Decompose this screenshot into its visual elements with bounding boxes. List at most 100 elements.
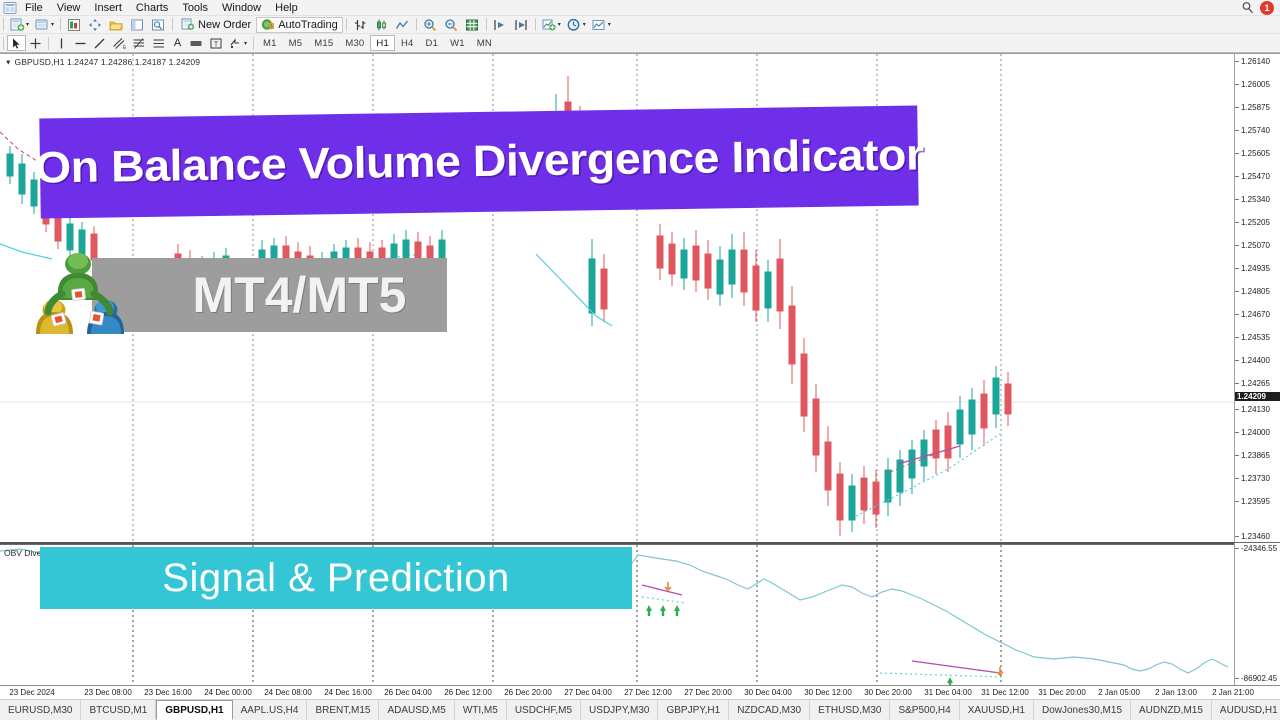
svg-text:E: E — [123, 45, 126, 50]
tab-usdjpy-m30[interactable]: USDJPY,M30 — [581, 700, 659, 720]
menu-file[interactable]: File — [25, 1, 43, 14]
zoom-out-button[interactable] — [441, 17, 462, 33]
menu-tools[interactable]: Tools — [182, 1, 208, 14]
terminal-panel-button[interactable] — [127, 17, 148, 33]
templates-button[interactable]: ▾ — [589, 17, 614, 33]
tab-btcusd-m1[interactable]: BTCUSD,M1 — [81, 700, 157, 720]
fibonacci-expansion-icon — [153, 39, 164, 47]
tab-usdchf-m5[interactable]: USDCHF,M5 — [507, 700, 582, 720]
vertical-line-tool[interactable] — [52, 35, 71, 51]
zoom-in-button[interactable] — [420, 17, 441, 33]
data-window-button[interactable] — [85, 17, 106, 33]
timeframe-h4[interactable]: H4 — [400, 37, 414, 49]
tab-eurusd-m30[interactable]: EURUSD,M30 — [0, 700, 82, 720]
chevron-down-icon[interactable]: ▾ — [582, 22, 586, 28]
crosshair-icon — [30, 38, 41, 48]
price-tick: 1.25470 — [1235, 172, 1280, 181]
periods-button[interactable]: ▾ — [564, 17, 589, 33]
timeframe-m15[interactable]: M15 — [314, 37, 334, 49]
chart-grid-button[interactable] — [462, 17, 483, 33]
fibonacci-retracement-tool[interactable] — [129, 35, 149, 51]
toolbar-separator — [60, 18, 62, 31]
menu-help[interactable]: Help — [275, 1, 298, 14]
navigator-button[interactable] — [106, 17, 127, 33]
search-icon[interactable] — [1241, 1, 1254, 14]
price-tick: 1.24000 — [1235, 428, 1280, 437]
timeframe-m5[interactable]: M5 — [288, 37, 303, 49]
arrows-tool[interactable]: ▾ — [226, 35, 250, 51]
tab-aapl-us-h4[interactable]: AAPL.US,H4 — [233, 700, 308, 720]
tab-audusd-h1[interactable]: AUDUSD,H1 — [1212, 700, 1280, 720]
signal-banner: Signal & Prediction — [40, 547, 632, 609]
text-label-tool[interactable]: T — [206, 35, 226, 51]
crosshair-tool[interactable] — [26, 35, 45, 51]
fibonacci-icon — [133, 37, 144, 49]
price-tick: 1.26140 — [1235, 57, 1280, 66]
time-tick: 31 Dec 20:00 — [1038, 688, 1086, 697]
indicators-button[interactable]: ▾ — [539, 17, 564, 33]
chevron-down-icon[interactable]: ▾ — [51, 22, 55, 28]
price-tick: 1.24400 — [1235, 356, 1280, 365]
timeframe-m30[interactable]: M30 — [345, 37, 365, 49]
text-label-icon: T — [210, 38, 222, 48]
time-tick: 2 Jan 05:00 — [1098, 688, 1140, 697]
menu-window[interactable]: Window — [222, 1, 262, 14]
tab-brent-m15[interactable]: BRENT,M15 — [307, 700, 380, 720]
time-axis: 23 Dec 2024 23 Dec 08:00 23 Dec 16:00 24… — [0, 685, 1280, 699]
timeframe-m1[interactable]: M1 — [263, 37, 277, 49]
tab-dowjones30-m15[interactable]: DowJones30,M15 — [1034, 700, 1132, 720]
menu-insert[interactable]: Insert — [94, 1, 122, 14]
chart-tabs: EURUSD,M30 BTCUSD,M1 GBPUSD,H1 AAPL.US,H… — [0, 699, 1280, 720]
line-chart-button[interactable] — [392, 17, 413, 33]
collapse-triangle-icon[interactable]: ▼ — [4, 58, 12, 66]
toolbar-separator — [172, 18, 174, 31]
market-watch-button[interactable] — [64, 17, 85, 33]
tab-ethusd-m30[interactable]: ETHUSD,M30 — [810, 700, 891, 720]
price-axis[interactable]: 1.26140 1.26005 1.25875 1.25740 1.25605 … — [1234, 54, 1280, 686]
tab-audnzd-m15[interactable]: AUDNZD,M15 — [1131, 700, 1212, 720]
tab-adausd-m5[interactable]: ADAUSD,M5 — [379, 700, 455, 720]
menu-view[interactable]: View — [56, 1, 81, 14]
toolbar-separator — [415, 18, 417, 31]
bar-chart-button[interactable] — [350, 17, 371, 33]
pane-divider[interactable] — [0, 542, 1234, 544]
profiles-button[interactable]: ▾ — [32, 17, 57, 33]
autotrading-button[interactable]: $ AutoTrading — [256, 16, 343, 33]
svg-text:$: $ — [270, 24, 273, 29]
new-order-button[interactable]: New Order — [176, 17, 256, 33]
tab-sp500-h4[interactable]: S&P500,H4 — [890, 700, 960, 720]
cursor-tool[interactable] — [7, 35, 26, 51]
menu-charts[interactable]: Charts — [135, 1, 169, 14]
label-box-icon — [190, 40, 202, 46]
price-tick: 1.23865 — [1235, 451, 1280, 460]
fibonacci-expansion-tool[interactable] — [149, 35, 169, 51]
chevron-down-icon[interactable]: ▾ — [244, 40, 248, 47]
strategy-tester-button[interactable] — [148, 17, 169, 33]
price-tick: 1.23730 — [1235, 474, 1280, 483]
timeframe-d1[interactable]: D1 — [425, 37, 439, 49]
trendline-tool[interactable] — [90, 35, 109, 51]
tab-gbpusd-h1[interactable]: GBPUSD,H1 — [156, 700, 233, 720]
timeframe-mn[interactable]: MN — [476, 37, 492, 49]
auto-scroll-button[interactable] — [490, 17, 511, 33]
chevron-down-icon[interactable]: ▾ — [26, 22, 30, 28]
label-tool[interactable] — [186, 35, 206, 51]
metatrader-icon — [2, 1, 18, 15]
tab-wti-m5[interactable]: WTI,M5 — [455, 700, 507, 720]
arrow-cursor-icon — [13, 38, 20, 49]
timeframe-w1[interactable]: W1 — [450, 37, 465, 49]
candlestick-chart-button[interactable] — [371, 17, 392, 33]
horizontal-line-tool[interactable] — [71, 35, 90, 51]
chevron-down-icon[interactable]: ▾ — [557, 22, 561, 28]
tab-xauusd-h1[interactable]: XAUUSD,H1 — [960, 700, 1034, 720]
tab-nzdcad-m30[interactable]: NZDCAD,M30 — [729, 700, 811, 720]
text-tool[interactable]: A — [169, 35, 186, 51]
time-tick: 30 Dec 04:00 — [744, 688, 792, 697]
timeframe-h1[interactable]: H1 — [370, 35, 395, 51]
notification-badge[interactable]: 1 — [1260, 0, 1274, 15]
equidistant-channel-tool[interactable]: E — [109, 35, 129, 51]
tab-gbpjpy-h1[interactable]: GBPJPY,H1 — [658, 700, 730, 720]
chevron-down-icon[interactable]: ▾ — [607, 22, 611, 28]
chart-shift-button[interactable] — [511, 17, 532, 33]
new-chart-button[interactable]: ▾ — [7, 17, 32, 33]
